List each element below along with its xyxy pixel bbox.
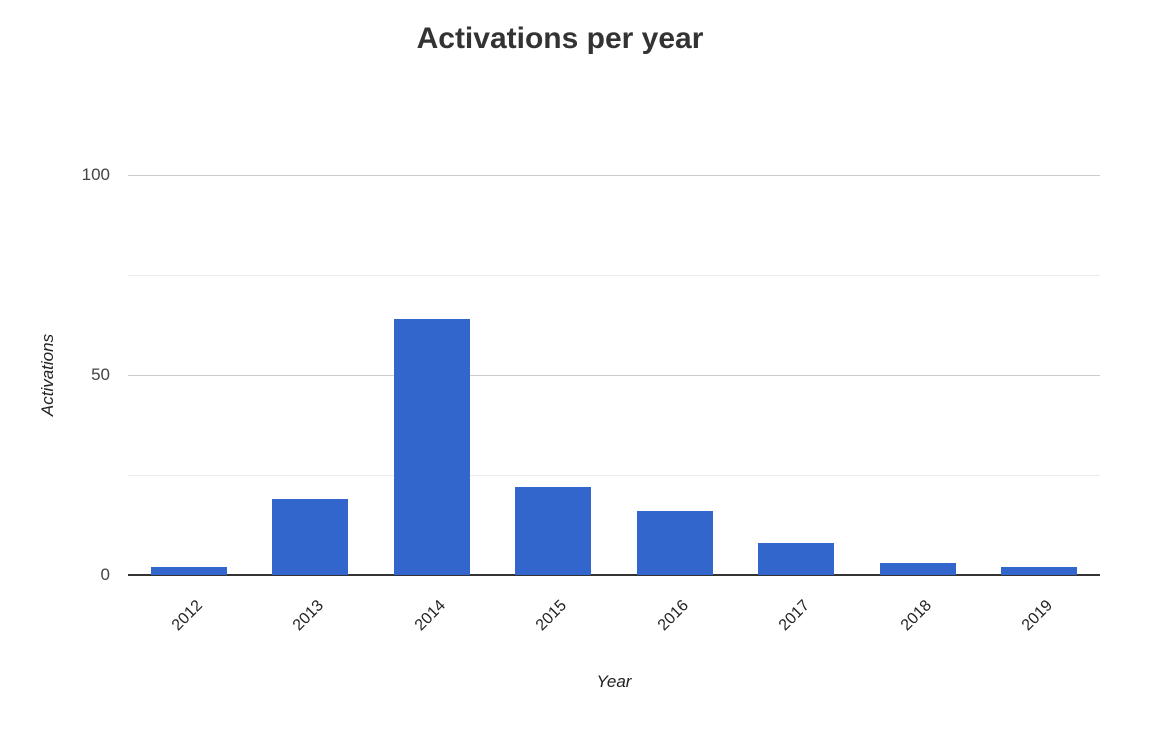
gridline bbox=[128, 275, 1100, 276]
gridline bbox=[128, 475, 1100, 476]
bar-2017[interactable] bbox=[758, 543, 835, 575]
gridline bbox=[128, 175, 1100, 176]
x-axis-title: Year bbox=[596, 672, 632, 691]
bar-2013[interactable] bbox=[272, 499, 349, 575]
y-axis-tick-label: 100 bbox=[81, 165, 110, 184]
chart-title: Activations per year bbox=[416, 22, 704, 55]
plot-area: 0 50 100 2012 2013 2014 2015 2016 2017 2018 2019 bbox=[82, 165, 1100, 634]
bar-2018[interactable] bbox=[879, 563, 956, 575]
x-axis-tick-label: 2019 bbox=[1019, 597, 1057, 635]
gridline bbox=[128, 375, 1100, 376]
x-axis-tick-label: 2016 bbox=[654, 597, 692, 635]
bar-2019[interactable] bbox=[1001, 567, 1078, 575]
x-axis-tick-label: 2012 bbox=[168, 597, 206, 635]
bar-2015[interactable] bbox=[515, 487, 592, 575]
y-axis-tick-label: 50 bbox=[91, 365, 110, 384]
y-axis-tick-label: 0 bbox=[100, 565, 110, 584]
x-axis-tick-label: 2015 bbox=[533, 597, 571, 635]
x-axis-tick-label: 2013 bbox=[290, 597, 328, 635]
x-axis-tick-label: 2018 bbox=[897, 597, 935, 635]
x-axis-tick-label: 2017 bbox=[776, 597, 814, 635]
x-axis-tick-label: 2014 bbox=[411, 597, 449, 635]
x-axis-baseline bbox=[128, 574, 1100, 576]
bar-2014[interactable] bbox=[393, 319, 470, 575]
bar-2016[interactable] bbox=[636, 511, 713, 575]
bar-2012[interactable] bbox=[150, 567, 227, 575]
